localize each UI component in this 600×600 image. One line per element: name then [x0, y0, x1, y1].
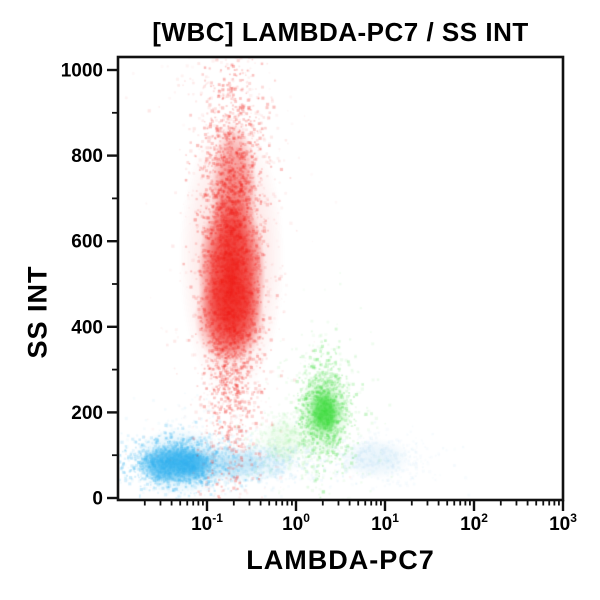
x-tick-label: 103 — [549, 511, 577, 535]
x-tick-label: 100 — [282, 511, 310, 535]
y-tick-label: 600 — [71, 232, 103, 253]
y-tick-label: 1000 — [61, 61, 103, 82]
y-tick-label: 800 — [71, 146, 103, 167]
y-tick-label: 400 — [71, 317, 103, 338]
y-axis-title: SS INT — [22, 265, 53, 359]
x-tick-label: 101 — [371, 511, 399, 535]
plot-frame — [116, 55, 565, 502]
y-tick-label: 200 — [71, 403, 103, 424]
x-tick-label: 10-1 — [191, 511, 223, 535]
chart-title: [WBC] LAMBDA-PC7 / SS INT — [152, 17, 529, 47]
y-tick-label: 0 — [92, 489, 103, 510]
x-axis-title: LAMBDA-PC7 — [246, 545, 435, 575]
x-tick-label: 102 — [460, 511, 488, 535]
